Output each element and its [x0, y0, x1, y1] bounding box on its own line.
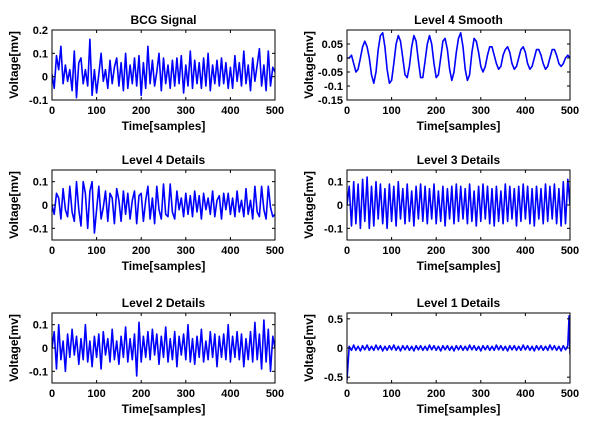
- x-tick-label: 200: [427, 245, 445, 257]
- y-tick-label: -0.05: [318, 67, 343, 79]
- chart-title: Level 4 Details: [122, 153, 206, 167]
- y-tick-label: 0: [42, 200, 48, 212]
- y-tick-label: 0: [337, 53, 343, 65]
- x-tick-label: 400: [516, 105, 534, 117]
- y-tick-label: -0.1: [29, 223, 48, 235]
- chart-panel-2: 0 100 200 300 400 500 -0.15 -0.1 -0.05 0 0.05 Level…: [302, 13, 579, 133]
- y-tick-label: -0.1: [29, 95, 48, 107]
- chart-title: Level 2 Details: [122, 296, 206, 310]
- plot-frame: [346, 169, 571, 241]
- x-tick-label: 300: [177, 105, 195, 117]
- y-tick-label: 0.1: [33, 320, 48, 332]
- y-tick-label: 0: [42, 72, 48, 84]
- x-tick-label: 400: [221, 388, 239, 400]
- y-tick-label: 0.1: [33, 177, 48, 189]
- x-axis-label: Time[samples]: [122, 259, 206, 273]
- x-tick-label: 400: [516, 245, 534, 257]
- x-tick-label: 300: [177, 388, 195, 400]
- x-tick-label: 300: [472, 388, 490, 400]
- x-axis-label: Time[samples]: [122, 119, 206, 133]
- plot-frame: [51, 29, 276, 101]
- y-tick-label: -0.15: [318, 95, 343, 107]
- x-axis-label: Time[samples]: [417, 119, 501, 133]
- series-line-3-1: [52, 180, 275, 234]
- x-tick-label: 0: [344, 245, 350, 257]
- y-axis-label: Voltage[mv]: [7, 314, 21, 382]
- y-tick-label: 0: [337, 343, 343, 355]
- y-tick-label: 0.2: [33, 25, 48, 37]
- x-tick-label: 100: [87, 388, 105, 400]
- x-tick-label: 500: [266, 388, 284, 400]
- y-tick-label: 0: [42, 343, 48, 355]
- x-axis-label: Time[samples]: [417, 259, 501, 273]
- x-tick-label: 200: [427, 388, 445, 400]
- series-line-2-1: [347, 31, 570, 84]
- y-axis-label: Voltage[mv]: [302, 171, 316, 239]
- x-tick-label: 0: [49, 388, 55, 400]
- x-tick-label: 400: [516, 388, 534, 400]
- x-tick-label: 0: [49, 245, 55, 257]
- y-axis-label: Voltage[mv]: [7, 171, 21, 239]
- x-tick-label: 100: [382, 245, 400, 257]
- y-tick-label: 0.5: [328, 314, 343, 326]
- x-tick-label: 300: [472, 105, 490, 117]
- x-tick-label: 500: [561, 105, 579, 117]
- plot-frame: [346, 29, 571, 101]
- x-tick-label: 0: [344, 388, 350, 400]
- chart-title: Level 1 Details: [417, 296, 501, 310]
- x-tick-label: 200: [132, 388, 150, 400]
- y-tick-label: 0.05: [322, 39, 343, 51]
- x-tick-label: 200: [427, 105, 445, 117]
- y-axis-label: Voltage[mv]: [302, 31, 316, 99]
- series-line-1-1: [52, 38, 275, 99]
- x-tick-label: 300: [177, 245, 195, 257]
- x-tick-label: 500: [561, 388, 579, 400]
- y-tick-label: 0: [337, 200, 343, 212]
- y-tick-label: -0.1: [324, 223, 343, 235]
- x-tick-label: 200: [132, 245, 150, 257]
- chart-title: Level 4 Smooth: [414, 13, 503, 27]
- x-tick-label: 500: [561, 245, 579, 257]
- x-axis-label: Time[samples]: [122, 402, 206, 416]
- y-axis-label: Voltage[mv]: [7, 31, 21, 99]
- y-tick-label: 0.1: [328, 177, 343, 189]
- plot-frame: [346, 312, 571, 384]
- series-line-6-1: [347, 315, 570, 381]
- chart-title: BCG Signal: [130, 13, 196, 27]
- series-line-4-1: [347, 176, 570, 230]
- x-tick-label: 0: [49, 105, 55, 117]
- y-tick-label: -0.1: [29, 366, 48, 378]
- x-tick-label: 100: [87, 245, 105, 257]
- x-tick-label: 100: [382, 388, 400, 400]
- x-tick-label: 100: [87, 105, 105, 117]
- x-tick-label: 400: [221, 245, 239, 257]
- x-tick-label: 500: [266, 245, 284, 257]
- y-tick-label: 0.1: [33, 48, 48, 60]
- x-tick-label: 300: [472, 245, 490, 257]
- x-tick-label: 500: [266, 105, 284, 117]
- x-tick-label: 400: [221, 105, 239, 117]
- x-tick-label: 200: [132, 105, 150, 117]
- series-line-5-1: [52, 319, 275, 377]
- chart-title: Level 3 Details: [417, 153, 501, 167]
- y-tick-label: -0.1: [324, 81, 343, 93]
- x-axis-label: Time[samples]: [417, 402, 501, 416]
- x-tick-label: 100: [382, 105, 400, 117]
- x-tick-label: 0: [344, 105, 350, 117]
- y-tick-label: -0.5: [324, 372, 343, 384]
- y-axis-label: Voltage[mv]: [302, 314, 316, 382]
